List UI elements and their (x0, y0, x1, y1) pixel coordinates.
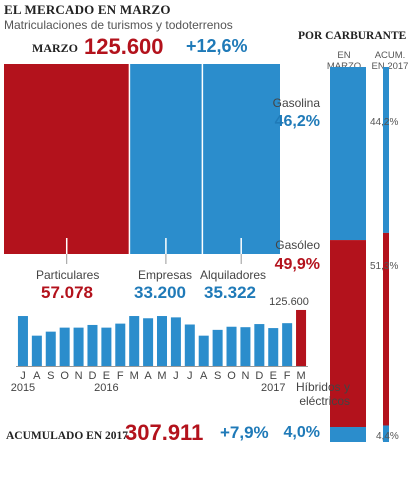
segment-value-alquiladores: 35.322 (204, 283, 256, 302)
fuel-marzo-segment (330, 427, 366, 442)
trend-month-label: M (296, 370, 305, 382)
fuel-header-acum: ACUM. EN 2017 (371, 50, 409, 72)
trend-year-label: 2015 (11, 382, 35, 394)
trend-year-label: 2016 (94, 382, 118, 394)
trend-month-label: M (157, 370, 166, 382)
segment-label-particulares: Particulares (36, 268, 100, 282)
page-title: EL MERCADO EN MARZO (4, 2, 171, 17)
fuel-value-gasolina: 46,2% (274, 113, 320, 130)
segment-value-empresas: 33.200 (134, 283, 186, 302)
fuel-header-marzo: EN MARZO (326, 50, 362, 72)
breakdown-segment-particulares (4, 64, 130, 254)
trend-month-label: E (270, 370, 277, 382)
trend-month-label: N (241, 370, 249, 382)
trend-month-label: O (60, 370, 69, 382)
trend-last-value-label: 125.600 (269, 296, 309, 308)
trend-month-label: J (187, 370, 193, 382)
trend-month-label: S (214, 370, 221, 382)
trend-bar (268, 328, 279, 366)
trend-month-label: E (103, 370, 110, 382)
trend-bar (17, 316, 28, 366)
trend-bar (73, 327, 84, 366)
accumulated-label: ACUMULADO EN 2017 (6, 430, 129, 442)
trend-month-label: J (20, 370, 26, 382)
trend-bar (240, 327, 251, 366)
trend-month-label: F (117, 370, 124, 382)
fuel-acum-gasoleo: 51,3% (370, 261, 399, 272)
trend-bar (129, 316, 140, 366)
breakdown-segment-alquiladores (202, 64, 280, 254)
fuel-acum-segment (383, 232, 389, 426)
segment-label-empresas: Empresas (138, 268, 193, 282)
month-total: 125.600 (84, 34, 164, 59)
segment-label-alquiladores: Alquiladores (200, 268, 267, 282)
breakdown-segment-empresas (129, 64, 203, 254)
fuel-acum-segment (383, 425, 389, 442)
trend-month-label: A (144, 370, 152, 382)
fuel-acum-hibridos: 4,4% (376, 431, 399, 442)
trend-bar (226, 326, 237, 366)
month-label: MARZO (32, 41, 78, 55)
trend-month-label: F (284, 370, 291, 382)
trend-month-label: A (33, 370, 41, 382)
fuel-marzo-segment (330, 67, 366, 241)
trend-month-label: A (200, 370, 208, 382)
segment-value-particulares: 57.078 (41, 283, 93, 302)
accumulated-total: 307.911 (125, 420, 204, 445)
fuel-name-gasolina: Gasolina (272, 96, 320, 110)
accumulated-change: +7,9% (220, 423, 269, 442)
trend-bar (87, 324, 98, 366)
trend-bar (31, 335, 42, 366)
trend-month-label: N (75, 370, 83, 382)
trend-bar (296, 309, 307, 366)
fuel-marzo-segment (330, 240, 366, 428)
fuel-chart-title: POR CARBURANTE (298, 30, 407, 42)
page-subtitle: Matriculaciones de turismos y todoterren… (4, 18, 233, 32)
fuel-acum-segment (383, 67, 389, 233)
trend-bar (198, 335, 209, 366)
trend-bar (254, 324, 265, 366)
trend-month-label: J (173, 370, 179, 382)
trend-bar (170, 317, 181, 366)
trend-bar (101, 327, 112, 366)
trend-month-label: D (88, 370, 96, 382)
trend-year-label: 2017 (261, 382, 285, 394)
trend-bar (282, 323, 293, 366)
fuel-acum-gasolina: 44,2% (370, 117, 399, 128)
trend-bar (184, 324, 195, 366)
fuel-name-hibridos: Híbridos y eléctricos (295, 380, 350, 408)
trend-bar (59, 327, 70, 366)
trend-month-label: D (255, 370, 263, 382)
trend-month-label: M (130, 370, 139, 382)
month-change: +12,6% (186, 36, 248, 56)
trend-bar (45, 331, 56, 366)
fuel-name-gasoleo: Gasóleo (275, 238, 320, 252)
trend-month-label: O (227, 370, 236, 382)
fuel-value-hibridos: 4,0% (283, 424, 320, 441)
trend-bar (115, 323, 126, 366)
trend-bar (212, 329, 223, 366)
trend-bar (156, 316, 168, 366)
trend-bar (143, 318, 154, 366)
trend-month-label: S (47, 370, 54, 382)
fuel-value-gasoleo: 49,9% (274, 256, 320, 273)
